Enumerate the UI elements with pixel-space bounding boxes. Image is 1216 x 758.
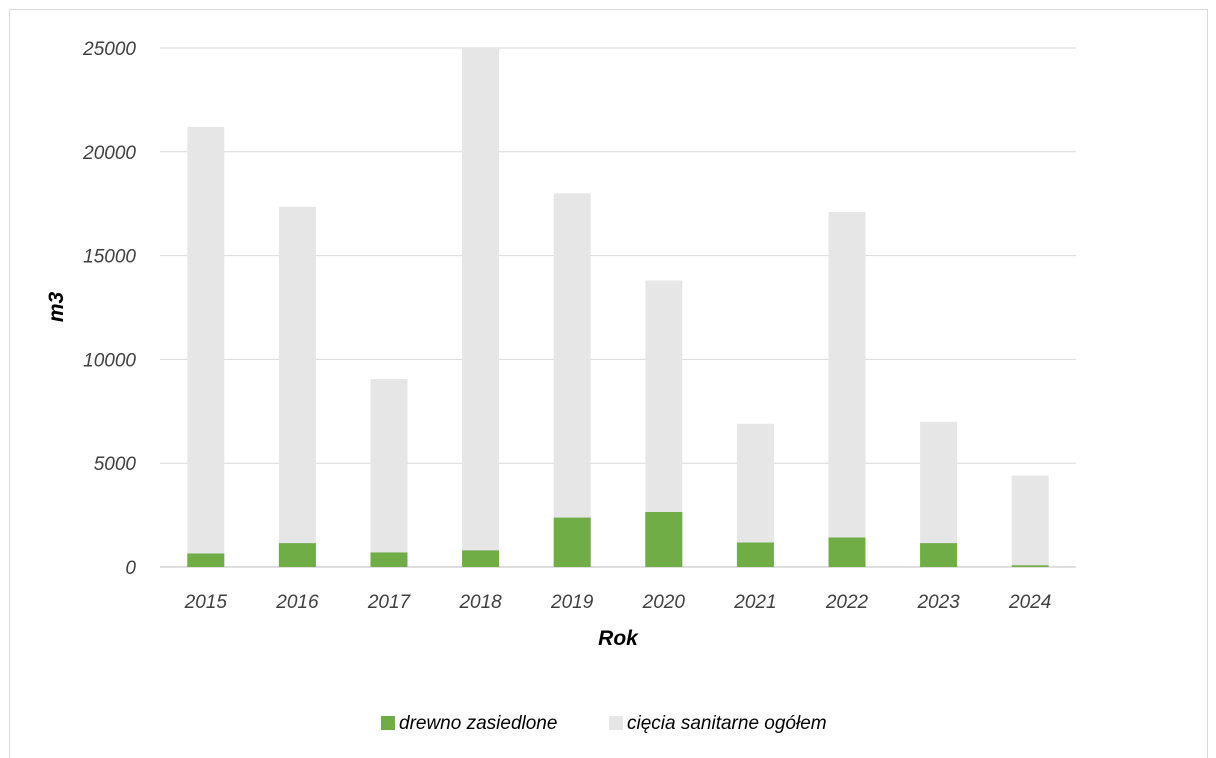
x-tick-label: 2015 (184, 592, 228, 613)
x-tick-label: 2023 (916, 592, 960, 613)
bar-drewno-zasiedlone-2019 (553, 517, 591, 567)
legend-label: cięcia sanitarne ogółem (627, 713, 827, 734)
x-tick-label: 2021 (733, 592, 776, 613)
bar-drewno-zasiedlone-2022 (828, 537, 866, 567)
x-tick-label: 2020 (642, 592, 686, 613)
y-tick-label: 0 (125, 558, 136, 579)
x-tick-labels: 2015 2016 2017 2018 2019 2020 2021 2022 2023 2024 (184, 592, 1052, 613)
bar-ciecia-sanitarne-2024 (1011, 475, 1049, 567)
bar-drewno-zasiedlone-2020 (645, 511, 683, 567)
x-tick-label: 2022 (825, 592, 869, 613)
x-tick-label: 2018 (458, 592, 502, 613)
x-axis-title: Rok (598, 627, 639, 650)
x-tick-label: 2024 (1008, 592, 1051, 613)
bar-drewno-zasiedlone-2017 (370, 552, 408, 567)
legend-swatch (381, 716, 395, 730)
bar-drewno-zasiedlone-2021 (736, 542, 774, 567)
bar-drewno-zasiedlone-2023 (920, 543, 958, 567)
y-tick-label: 5000 (94, 454, 137, 475)
bar-ciecia-sanitarne-2018 (462, 48, 500, 567)
bar-ciecia-sanitarne-2015 (187, 126, 225, 567)
bar-ciecia-sanitarne-2023 (920, 421, 958, 567)
chart-frame (9, 9, 1208, 758)
y-tick-label: 20000 (82, 143, 136, 164)
x-tick-label: 2019 (550, 592, 594, 613)
y-axis-title: m3 (45, 292, 68, 323)
bar-ciecia-sanitarne-2022 (828, 212, 866, 567)
x-tick-label: 2017 (367, 592, 412, 613)
y-tick-label: 15000 (83, 247, 136, 268)
bar-ciecia-sanitarne-2019 (553, 193, 591, 567)
bar-drewno-zasiedlone-2018 (462, 550, 500, 567)
bars (187, 48, 1049, 567)
bar-ciecia-sanitarne-2016 (278, 206, 316, 567)
bar-drewno-zasiedlone-2024 (1011, 565, 1049, 567)
legend-swatch (609, 716, 623, 730)
y-tick-label: 25000 (82, 39, 136, 60)
legend-label: drewno zasiedlone (399, 713, 557, 734)
y-tick-labels: 0 5000 10000 15000 20000 25000 (82, 39, 136, 579)
bar-ciecia-sanitarne-2017 (370, 379, 408, 567)
bar-drewno-zasiedlone-2016 (278, 543, 316, 567)
x-tick-label: 2016 (275, 592, 319, 613)
y-tick-label: 10000 (83, 350, 136, 371)
legend: drewno zasiedlone cięcia sanitarne ogółem (381, 713, 827, 734)
bar-drewno-zasiedlone-2015 (187, 553, 225, 567)
